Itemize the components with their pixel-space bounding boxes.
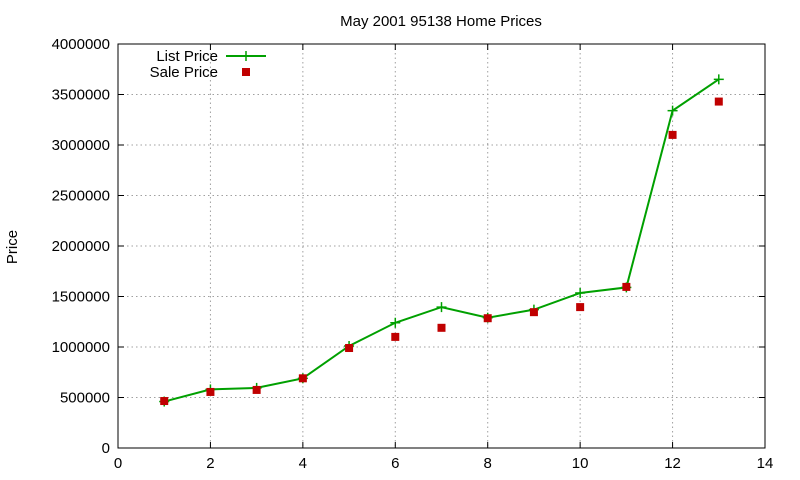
data-point: [668, 130, 677, 139]
y-tick-label: 2000000: [52, 238, 110, 255]
x-tick-label: 10: [572, 455, 589, 472]
data-point: [298, 374, 307, 383]
grid: [118, 44, 765, 448]
x-tick-label: 0: [114, 455, 122, 472]
x-tick-label: 12: [664, 455, 681, 472]
x-tick-label: 4: [299, 455, 307, 472]
data-point: [667, 105, 678, 116]
chart-title: May 2001 95138 Home Prices: [340, 13, 542, 30]
data-point: [714, 97, 723, 106]
legend-label: List Price: [156, 48, 218, 65]
data-point: [436, 302, 447, 313]
legend-label: Sale Price: [150, 64, 218, 81]
y-tick-label: 1500000: [52, 289, 110, 306]
axis-ticks: 0 500000 1000000 1500000 2000000 2500000 30000…: [52, 36, 774, 472]
y-tick-label: 3000000: [52, 137, 110, 154]
y-tick-label: 500000: [60, 390, 110, 407]
data-point: [391, 332, 400, 341]
data-point: [713, 74, 724, 85]
legend-marker: [242, 68, 250, 76]
series-1: [160, 97, 723, 406]
y-tick-label: 4000000: [52, 36, 110, 53]
y-tick-label: 1000000: [52, 339, 110, 356]
y-axis-label: Price: [4, 230, 21, 264]
x-tick-label: 2: [206, 455, 214, 472]
data-point: [252, 385, 261, 394]
y-tick-label: 3500000: [52, 87, 110, 104]
series: [159, 74, 724, 407]
data-point: [437, 323, 446, 332]
series-line: [163, 78, 720, 403]
legend-marker: [241, 51, 251, 61]
x-tick-label: 8: [484, 455, 492, 472]
x-tick-label: 14: [757, 455, 774, 472]
data-point: [575, 287, 586, 298]
data-point: [160, 397, 169, 406]
data-point: [622, 282, 631, 291]
y-tick-label: 0: [102, 440, 110, 457]
data-point: [483, 314, 492, 323]
data-point: [576, 303, 585, 312]
series-0: [159, 74, 724, 407]
data-point: [529, 308, 538, 317]
x-tick-label: 6: [391, 455, 399, 472]
data-point: [390, 317, 401, 328]
y-tick-label: 2500000: [52, 188, 110, 205]
data-point: [345, 344, 354, 353]
data-point: [206, 387, 215, 396]
